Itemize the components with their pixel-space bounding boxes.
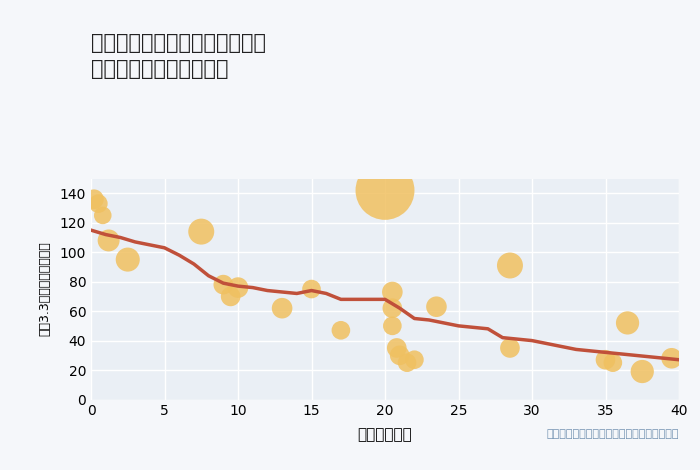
Point <box>335 327 346 334</box>
Text: 兵庫県神戸市兵庫区西宮内町の
築年数別中古戸建て価格: 兵庫県神戸市兵庫区西宮内町の 築年数別中古戸建て価格 <box>91 33 266 79</box>
Point <box>600 356 611 363</box>
Point <box>431 303 442 311</box>
Point <box>394 352 405 359</box>
Point <box>97 212 108 219</box>
Text: 円の大きさは、取引のあった物件面積を示す: 円の大きさは、取引のあった物件面積を示す <box>547 429 679 439</box>
Point <box>666 354 678 362</box>
Point <box>608 359 619 367</box>
Point <box>218 281 229 289</box>
Point <box>504 262 515 269</box>
Point <box>622 319 634 327</box>
Point <box>195 228 207 235</box>
Point <box>386 305 398 312</box>
Point <box>409 356 420 363</box>
Point <box>386 288 398 296</box>
Point <box>225 293 237 300</box>
Point <box>103 237 114 244</box>
Point <box>88 196 99 203</box>
Point <box>386 322 398 329</box>
Point <box>232 284 244 291</box>
Point <box>379 187 391 194</box>
Point <box>391 344 402 352</box>
Point <box>92 200 104 207</box>
Point <box>306 285 317 293</box>
Point <box>122 256 133 263</box>
Y-axis label: 坪（3.3㎡）単価（万円）: 坪（3.3㎡）単価（万円） <box>38 242 51 337</box>
X-axis label: 築年数（年）: 築年数（年） <box>358 427 412 442</box>
Point <box>402 359 413 367</box>
Point <box>504 344 515 352</box>
Point <box>637 368 648 375</box>
Point <box>276 305 288 312</box>
